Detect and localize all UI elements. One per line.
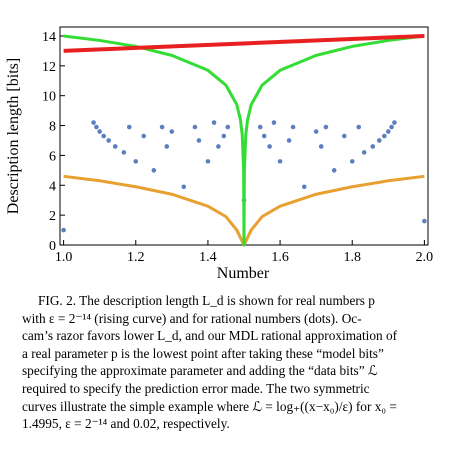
dot [121,150,127,155]
x-axis-label: Number [217,265,270,282]
y-tick-label: 8 [49,120,56,135]
y-tick-label: 2 [49,209,56,224]
caption-line: cam’s razor favors lower L_d, and our MD… [22,328,398,344]
dot [106,138,112,143]
dot [323,124,329,130]
dot [221,133,227,139]
y-axis-label: Description length [bits] [5,58,22,214]
y-tick-label: 10 [42,90,56,105]
dot [267,144,272,149]
dot [205,159,211,164]
y-tick-label: 0 [49,239,56,254]
dot [349,159,355,164]
dot [133,159,139,164]
caption-line: FIG. 2. The description length L_d is sh… [38,293,375,308]
chart: Number Description length [bits] 1.0 1.2 1… [5,26,434,282]
caption-line: a real parameter p is the lowest point a… [22,345,384,361]
dot [61,227,66,233]
dot [389,124,394,130]
dot [169,129,175,134]
x-tick-label: 1.6 [271,250,289,265]
x-tick-label: 1.2 [127,250,145,265]
dot [271,120,277,125]
dot [392,120,397,125]
caption-line: 1.4995, ε = 2⁻¹⁴ and 0.02, respectively. [22,416,230,432]
dot [301,184,307,190]
curve [63,34,425,247]
dot [101,133,106,139]
x-tick-label: 1.4 [199,250,217,265]
curve [63,33,425,53]
dot [91,120,96,125]
dot [196,138,202,143]
dot [313,129,319,134]
dot [318,144,324,149]
dot [261,133,267,139]
y-tick-label: 6 [49,149,56,164]
dot [164,144,170,149]
dot [94,124,99,130]
caption-line: specifying the approximate parameter and… [22,363,378,379]
y-tick-label: 14 [42,30,56,45]
dot [290,124,296,130]
caption: FIG. 2. The description length L_d is sh… [22,292,442,433]
dot [341,133,347,139]
dot [370,144,376,149]
x-tick-label: 1.8 [343,250,361,265]
dot [112,144,118,149]
dot [277,159,283,164]
x-tick-label: 2.0 [416,250,434,265]
dot [225,124,231,130]
dot [386,129,391,134]
dot [181,184,187,190]
caption-line: with ε = 2⁻¹⁴ (rising curve) and for rat… [22,310,362,326]
dot [286,138,292,143]
dot [356,124,362,130]
caption-line: required to specify the prediction error… [22,380,370,396]
dot [216,144,221,149]
dot [192,124,198,130]
y-tick-label: 12 [42,60,56,75]
dot [422,218,427,224]
dot [211,120,217,125]
x-tick-label: 1.0 [55,250,73,265]
dot [376,138,382,143]
dot [331,168,337,173]
dot [257,124,263,130]
dot [361,150,367,155]
dot [159,124,165,130]
dot [141,133,147,139]
dot [151,168,157,173]
dot [97,129,102,134]
dot [126,124,132,130]
y-tick-label: 4 [49,179,56,194]
dot [382,133,387,139]
caption-line: curves illustrate the simple example whe… [22,398,397,414]
